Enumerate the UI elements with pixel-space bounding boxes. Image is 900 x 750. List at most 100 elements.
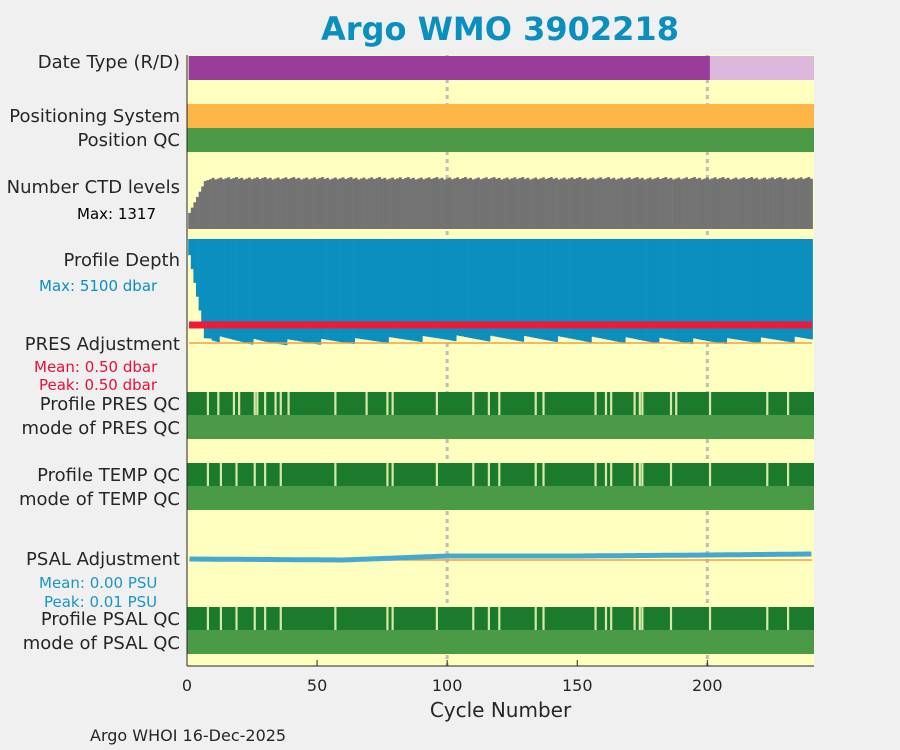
mode-pres-qc-label: mode of PRES QC (21, 418, 180, 439)
profile-depth-bar (484, 239, 488, 341)
ctd-levels-bar (432, 178, 436, 229)
temp-profile-qc-flag (206, 463, 210, 486)
profile-depth-bar (378, 239, 382, 342)
ctd-levels-bar (516, 179, 519, 229)
profile-depth-bar (757, 239, 761, 344)
ctd-levels-label: Number CTD levels (6, 177, 180, 198)
profile-depth-bar (456, 239, 460, 336)
profile-depth-bar (807, 239, 811, 339)
x-tick-label: 50 (306, 676, 328, 695)
profile-depth-bar (700, 239, 704, 340)
ctd-levels-bar (297, 177, 301, 229)
psal-profile-qc-flag (633, 607, 636, 630)
temp-profile-qc-flag (279, 463, 282, 486)
pres-profile-qc-flag (287, 392, 290, 415)
profile-depth-bar (432, 239, 436, 338)
ctd-levels-bar (510, 178, 514, 229)
psal-profile-qc-band (187, 607, 814, 630)
profile-depth-bar (747, 239, 751, 342)
ctd-levels-bar (466, 178, 470, 229)
ctd-levels-bar (570, 177, 574, 229)
ctd-levels-bar (240, 177, 244, 229)
ctd-levels-bar (757, 179, 761, 229)
profile-depth-bar (601, 239, 605, 339)
pres-adjustment-label: PRES Adjustment (24, 334, 180, 355)
pres-profile-qc-flag (365, 392, 368, 415)
ctd-levels-bar (575, 178, 579, 229)
ctd-levels-bar (604, 178, 608, 229)
ctd-levels-bar (781, 178, 785, 229)
ctd-levels-bar (542, 177, 545, 229)
pres-profile-qc-flag (206, 392, 210, 415)
ctd-levels-bar (424, 178, 428, 229)
profile-depth-bar (516, 239, 519, 341)
pres-profile-qc-flag (253, 392, 256, 415)
psal-profile-qc-flag (594, 607, 597, 630)
mode-psal-qc-label: mode of PSAL QC (22, 633, 180, 654)
profile-depth-bar (336, 239, 340, 342)
ctd-levels-bar (791, 177, 795, 229)
profile-depth-bar (716, 239, 720, 343)
ctd-levels-bar (698, 177, 702, 229)
positioning-label: Positioning System (9, 106, 180, 127)
ctd-levels-bar (620, 177, 623, 229)
date-type-label: Date Type (R/D) (37, 52, 180, 73)
profile-depth-bar (469, 239, 473, 338)
ctd-levels-bar (565, 179, 569, 229)
ctd-levels-bar (331, 178, 335, 229)
pres-mean-label: Mean: 0.50 dbar (34, 358, 158, 376)
pres-profile-qc-flag (786, 392, 790, 415)
profile-depth-bar (203, 239, 207, 339)
ctd-levels-bar (796, 178, 800, 229)
ctd-levels-bar (365, 179, 369, 229)
profile-depth-bar (354, 239, 358, 339)
profile-depth-bar (268, 239, 272, 343)
psal-profile-qc-flag (766, 607, 769, 630)
profile-depth-bar (367, 239, 371, 341)
ctd-levels-bar (422, 179, 426, 229)
ctd-levels-bar (705, 177, 709, 229)
ctd-levels-bar (287, 179, 290, 229)
profile-depth-bar (549, 239, 553, 342)
profile-depth-bar (726, 239, 730, 339)
ctd-levels-bar (271, 179, 275, 229)
profile-depth-bar (331, 239, 335, 341)
profile-depth-bar (669, 239, 673, 340)
profile-depth-bar (229, 239, 233, 340)
ctd-levels-bar (378, 177, 382, 229)
ctd-levels-bar (346, 178, 350, 229)
ctd-levels-bar (388, 178, 392, 229)
pres-profile-qc-flag (534, 392, 537, 415)
ctd-levels-bar (737, 179, 741, 229)
ctd-levels-bar (581, 178, 584, 229)
profile-depth-bar (227, 239, 231, 339)
ctd-levels-bar (292, 177, 296, 229)
profile-depth-bar (430, 239, 434, 338)
profile-psal-qc-label: Profile PSAL QC (40, 609, 180, 630)
profile-depth-bar (718, 239, 722, 344)
temp-profile-qc-flag (435, 463, 438, 486)
ctd-levels-bar (224, 178, 228, 229)
profile-depth-bar (346, 239, 350, 344)
ctd-levels-bar (752, 178, 756, 229)
profile-depth-bar (508, 239, 512, 340)
ctd-levels-bar (760, 178, 764, 229)
profile-depth-bar (370, 239, 374, 341)
profile-depth-bar (656, 239, 660, 344)
temp-profile-qc-flag (610, 463, 613, 486)
ctd-levels-bar (711, 178, 715, 229)
ctd-levels-bar (682, 178, 686, 229)
profile-depth-bar (503, 239, 506, 339)
profile-depth-bar (599, 239, 603, 339)
ctd-levels-bar (716, 179, 720, 229)
ctd-levels-bar (211, 177, 215, 229)
ctd-levels-bar (476, 177, 480, 229)
ctd-levels-bar (487, 179, 491, 229)
pres-peak-label: Peak: 0.50 dbar (39, 376, 158, 394)
profile-depth-bar (578, 239, 582, 341)
psal-profile-qc-flag (786, 607, 790, 630)
pres-profile-qc-band (187, 392, 814, 415)
ctd-levels-bar (482, 178, 486, 229)
ctd-levels-bar (690, 178, 694, 229)
profile-depth-bar (523, 239, 527, 337)
